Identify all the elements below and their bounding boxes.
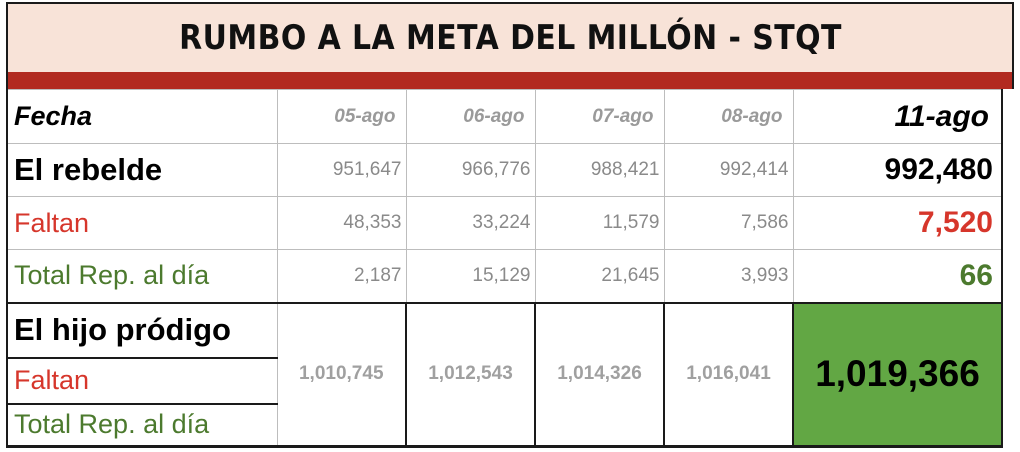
fecha-label: Fecha: [6, 89, 278, 144]
faltan-value: 11,579: [534, 196, 665, 250]
hijo-faltan-label: Faltan: [6, 357, 278, 405]
hijo-row: El hijo pródigo 1,010,745 1,012,543 1,01…: [6, 301, 1003, 448]
date-cell: 06-ago: [405, 89, 536, 144]
total-rep-value: 21,645: [534, 249, 665, 303]
progress-table: Fecha 05-ago 06-ago 07-ago 08-ago 11-ago…: [6, 89, 1003, 448]
rebelde-latest-value: 992,480: [792, 143, 1003, 197]
red-divider-band: [6, 72, 1014, 89]
faltan-value: 7,586: [663, 196, 794, 250]
total-rep-label: Total Rep. al día: [6, 249, 278, 303]
rebelde-value: 992,414: [663, 143, 794, 197]
rebelde-value: 951,647: [276, 143, 407, 197]
rebelde-label: El rebelde: [6, 143, 278, 197]
total-rep-value: 3,993: [663, 249, 794, 303]
title-banner: RUMBO A LA META DEL MILLÓN - STQT: [6, 2, 1014, 74]
hijo-total-label: Total Rep. al día: [6, 403, 278, 448]
rebelde-row: El rebelde 951,647 966,776 988,421 992,4…: [6, 143, 1003, 197]
hijo-faltan-row: Faltan: [6, 357, 1002, 405]
total-rep-value: 15,129: [405, 249, 536, 303]
hijo-value: 1,014,326: [534, 301, 665, 448]
date-cell: 07-ago: [534, 89, 665, 144]
date-cell: 05-ago: [276, 89, 407, 144]
sheet-title: RUMBO A LA META DEL MILLÓN - STQT: [178, 18, 842, 58]
hijo-label: El hijo pródigo: [6, 301, 278, 359]
rebelde-value: 988,421: [534, 143, 665, 197]
faltan-label: Faltan: [6, 196, 278, 250]
rebelde-faltan-row: Faltan 48,353 33,224 11,579 7,586 7,520: [6, 196, 1003, 250]
faltan-value: 33,224: [405, 196, 536, 250]
faltan-latest-value: 7,520: [792, 196, 1003, 250]
hijo-value: 1,016,041: [663, 301, 794, 448]
hijo-value: 1,010,745: [276, 301, 407, 448]
hijo-total-row: Total Rep. al día: [6, 403, 1002, 448]
spreadsheet: RUMBO A LA META DEL MILLÓN - STQT Fecha …: [6, 2, 1014, 452]
date-cell: 08-ago: [663, 89, 794, 144]
latest-date-cell: 11-ago: [792, 89, 1003, 144]
hijo-value: 1,012,543: [405, 301, 536, 448]
total-rep-latest-value: 66: [792, 249, 1003, 303]
rebelde-total-row: Total Rep. al día 2,187 15,129 21,645 3,…: [6, 249, 1003, 303]
date-row: Fecha 05-ago 06-ago 07-ago 08-ago 11-ago: [6, 89, 1003, 144]
faltan-value: 48,353: [276, 196, 407, 250]
hijo-latest-highlight: 1,019,366: [792, 301, 1003, 448]
rebelde-value: 966,776: [405, 143, 536, 197]
total-rep-value: 2,187: [276, 249, 407, 303]
